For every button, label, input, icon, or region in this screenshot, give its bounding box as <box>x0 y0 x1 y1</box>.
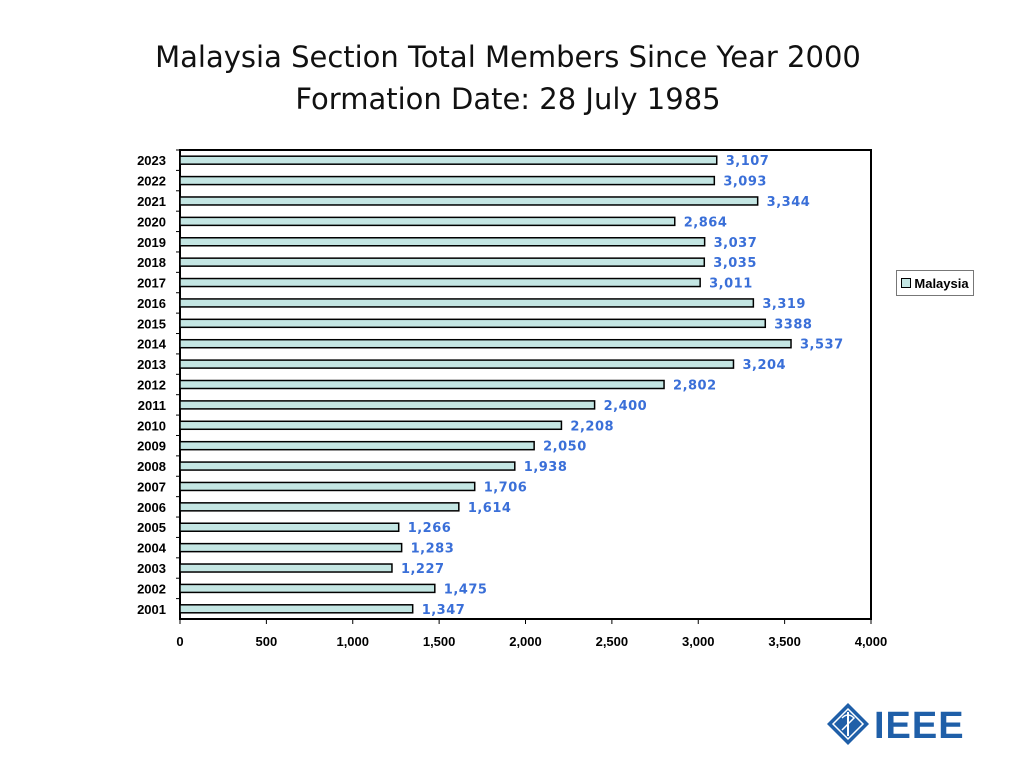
data-label-2020: 2,864 <box>684 215 728 230</box>
ieee-diamond-icon <box>827 703 869 745</box>
bar-2020 <box>179 216 676 227</box>
bar-2013 <box>179 359 735 369</box>
chart-subtitle: Formation Date: 28 July 1985 <box>295 82 721 116</box>
bar-2012 <box>179 379 665 390</box>
y-tick-label-2015: 2015 <box>137 316 166 331</box>
bar-2011 <box>179 400 596 410</box>
bar-2016 <box>179 298 755 308</box>
y-tick-label-2002: 2002 <box>137 581 166 596</box>
data-label-2006: 1,614 <box>468 501 512 516</box>
bar-2010 <box>179 420 563 431</box>
chart-title: Malaysia Section Total Members Since Yea… <box>155 40 861 74</box>
bar-2004 <box>179 542 403 553</box>
bar-2014 <box>179 338 792 349</box>
x-tick-label-2500: 2,500 <box>596 634 629 649</box>
data-label-2016: 3,319 <box>762 297 806 312</box>
data-label-2003: 1,227 <box>401 562 445 577</box>
data-label-2011: 2,400 <box>604 399 648 414</box>
data-label-2014: 3,537 <box>800 338 844 353</box>
x-tick-label-4000: 4,000 <box>855 634 888 649</box>
y-tick-label-2022: 2022 <box>137 174 166 189</box>
bar-2007 <box>179 481 476 492</box>
data-label-2022: 3,093 <box>723 175 767 190</box>
chart-legend: Malaysia <box>896 270 974 296</box>
y-tick-label-2007: 2007 <box>137 479 166 494</box>
y-tick-label-2023: 2023 <box>137 153 166 168</box>
y-tick-label-2020: 2020 <box>137 214 166 229</box>
x-tick-label-3500: 3,500 <box>768 634 801 649</box>
y-tick-label-2001: 2001 <box>137 602 166 617</box>
bar-2022 <box>179 175 716 186</box>
data-label-2012: 2,802 <box>673 379 717 394</box>
x-tick-label-3000: 3,000 <box>682 634 715 649</box>
y-tick-label-2019: 2019 <box>137 235 166 250</box>
data-label-2018: 3,035 <box>713 256 757 271</box>
x-tick-label-1500: 1,500 <box>423 634 456 649</box>
y-tick-label-2013: 2013 <box>137 357 166 372</box>
bar-2017 <box>179 277 701 288</box>
data-label-2023: 3,107 <box>726 154 770 169</box>
y-tick-label-2011: 2011 <box>138 398 166 413</box>
data-label-2002: 1,475 <box>444 582 488 597</box>
data-label-2005: 1,266 <box>408 521 452 536</box>
y-tick-label-2008: 2008 <box>137 459 166 474</box>
y-tick-label-2014: 2014 <box>137 337 167 352</box>
data-label-2010: 2,208 <box>570 419 614 434</box>
y-tick-label-2012: 2012 <box>137 378 166 393</box>
data-label-2015: 3388 <box>774 317 812 332</box>
data-label-2007: 1,706 <box>484 480 528 495</box>
legend-swatch <box>901 278 912 288</box>
data-label-2017: 3,011 <box>709 277 753 292</box>
data-label-2013: 3,204 <box>742 358 786 373</box>
bar-2019 <box>179 237 706 247</box>
bar-2006 <box>179 502 460 512</box>
bar-2018 <box>179 257 706 267</box>
bar-2023 <box>179 155 718 165</box>
y-tick-label-2004: 2004 <box>137 541 167 556</box>
data-label-2009: 2,050 <box>543 440 587 455</box>
bar-2015 <box>179 318 767 329</box>
y-tick-label-2005: 2005 <box>137 520 166 535</box>
ieee-logo: IEEE <box>827 703 965 747</box>
y-tick-label-2016: 2016 <box>137 296 166 311</box>
ieee-logo-text: IEEE <box>874 705 965 747</box>
bar-2009 <box>179 440 535 451</box>
legend-label: Malaysia <box>914 275 969 291</box>
bar-2003 <box>179 563 393 573</box>
y-tick-label-2018: 2018 <box>137 255 166 270</box>
y-tick-label-2009: 2009 <box>137 439 166 454</box>
bar-2005 <box>179 522 400 532</box>
bar-2021 <box>179 196 759 206</box>
y-tick-label-2006: 2006 <box>137 500 166 515</box>
x-tick-label-500: 500 <box>256 634 278 649</box>
y-tick-label-2021: 2021 <box>137 194 166 209</box>
bar-2002 <box>179 583 436 594</box>
bar-2001 <box>179 604 414 614</box>
x-tick-label-1000: 1,000 <box>336 634 369 649</box>
y-tick-label-2003: 2003 <box>137 561 166 576</box>
data-label-2001: 1,347 <box>422 603 466 618</box>
y-tick-label-2017: 2017 <box>137 276 166 291</box>
data-label-2021: 3,344 <box>767 195 811 210</box>
x-tick-label-2000: 2,000 <box>509 634 542 649</box>
data-label-2008: 1,938 <box>524 460 568 475</box>
data-label-2019: 3,037 <box>714 236 758 251</box>
x-tick-label-0: 0 <box>176 634 183 649</box>
y-tick-label-2010: 2010 <box>137 418 166 433</box>
bar-2008 <box>179 461 516 471</box>
data-label-2004: 1,283 <box>411 542 455 557</box>
